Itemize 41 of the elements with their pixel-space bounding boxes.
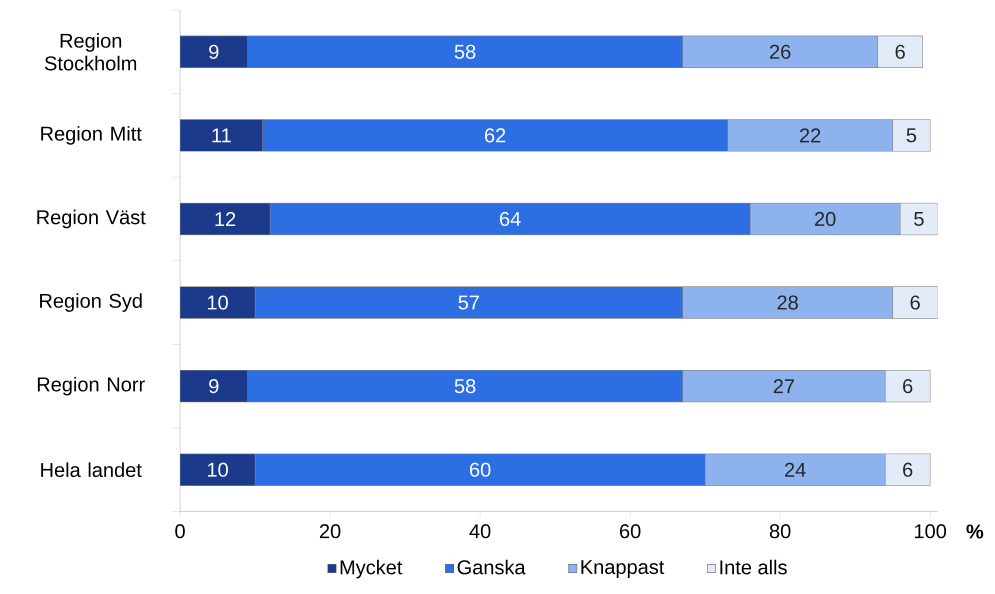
- x-tick-label: 60: [620, 524, 640, 538]
- data-label: 10: [208, 462, 228, 477]
- data-label: 24: [785, 462, 806, 477]
- data-label: 6: [896, 44, 905, 59]
- data-label: 6: [910, 295, 920, 310]
- x-axis-title: %: [966, 524, 984, 538]
- data-label: 5: [914, 212, 924, 226]
- data-label: 57: [458, 295, 479, 310]
- x-tick-label: 20: [320, 524, 340, 538]
- data-label: 5: [906, 128, 916, 142]
- legend-label: Ganska: [458, 560, 526, 574]
- data-label: 58: [454, 44, 476, 59]
- data-label: 6: [903, 378, 912, 394]
- data-label: 60: [470, 462, 490, 477]
- data-label: 6: [903, 462, 912, 477]
- data-label: 10: [208, 295, 228, 310]
- data-label: 58: [454, 378, 476, 394]
- x-tick-label: 0: [175, 524, 185, 538]
- y-tick-label: Region Syd: [40, 293, 142, 312]
- data-label: 11: [212, 128, 231, 142]
- data-label: 28: [778, 295, 798, 310]
- legend-label: Inte alls: [720, 560, 787, 574]
- y-tick-label: Hela landet: [41, 462, 142, 477]
- x-tick-label: 80: [770, 524, 790, 538]
- y-tick-label: Region Norr: [38, 376, 145, 396]
- data-label: 27: [774, 379, 794, 394]
- data-label: 12: [215, 212, 236, 226]
- data-label: 62: [485, 128, 506, 142]
- data-label: 64: [500, 212, 521, 226]
- x-tick-label: 40: [469, 524, 490, 538]
- data-label: 9: [209, 44, 218, 59]
- y-tick-label: Region Väst: [37, 210, 146, 228]
- data-label: 26: [770, 44, 790, 59]
- data-label: 9: [209, 378, 218, 394]
- legend-label: Knappast: [581, 560, 664, 578]
- x-tick-label: 100: [914, 524, 946, 538]
- data-label: 22: [800, 128, 820, 142]
- legend-label: Mycket: [340, 560, 402, 578]
- y-tick-label: Region Stockholm: [44, 33, 136, 70]
- data-label: 20: [815, 212, 836, 226]
- y-tick-label: Region Mitt: [41, 126, 142, 145]
